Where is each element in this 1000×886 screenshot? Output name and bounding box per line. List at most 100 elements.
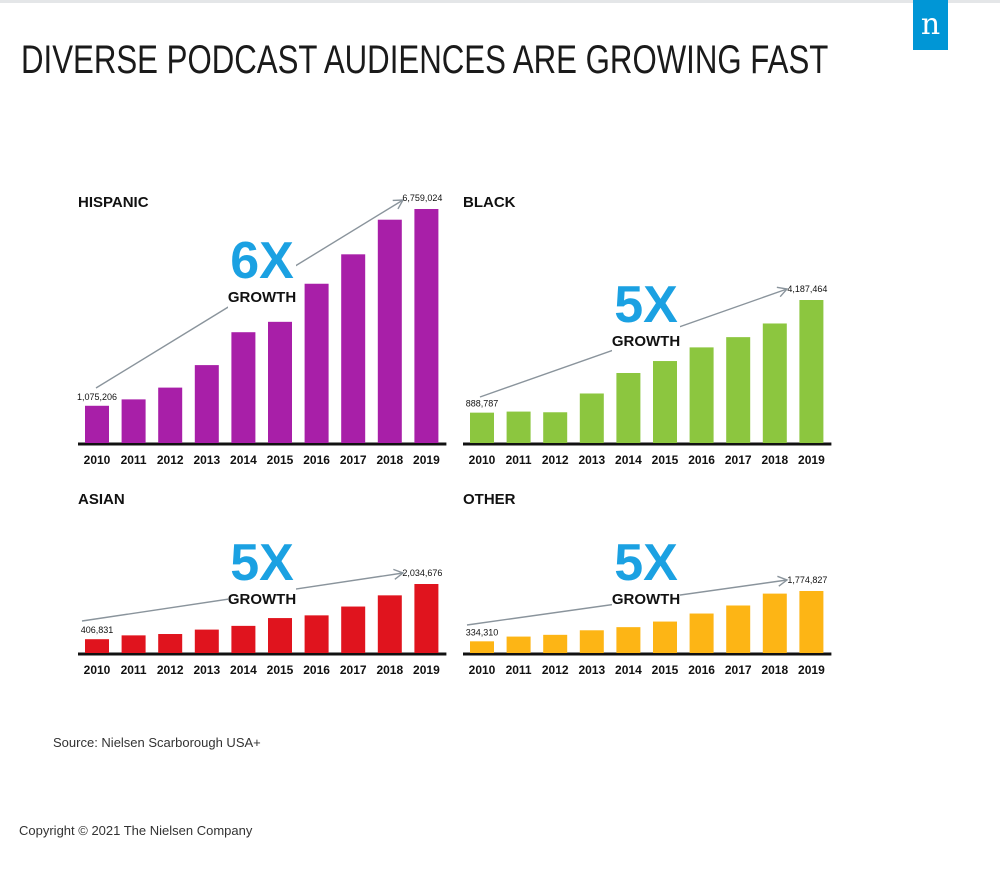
year-label-other-2013: 2013 <box>578 663 605 677</box>
year-label-asian-2017: 2017 <box>340 663 367 677</box>
bar-black-2015 <box>653 361 677 443</box>
year-label-other-2014: 2014 <box>615 663 642 677</box>
year-label-black-2014: 2014 <box>615 453 642 467</box>
year-label-black-2018: 2018 <box>761 453 788 467</box>
year-label-black-2010: 2010 <box>469 453 496 467</box>
top-divider <box>0 0 1000 3</box>
year-label-black-2017: 2017 <box>725 453 752 467</box>
bar-hispanic-2014 <box>231 332 256 443</box>
bar-black-2017 <box>726 337 751 443</box>
bar-other-2012 <box>543 634 568 653</box>
growth-label-black: GROWTH <box>612 333 680 350</box>
bar-asian-2014 <box>231 625 256 653</box>
label-backdrop-other <box>612 536 680 612</box>
bar-black-2010 <box>470 412 494 443</box>
year-label-hispanic-2012: 2012 <box>157 453 184 467</box>
bar-other-2011 <box>506 636 531 653</box>
bar-asian-2016 <box>304 615 329 653</box>
chart-title-other: OTHER <box>463 491 516 508</box>
chart-title-hispanic: HISPANIC <box>78 194 149 211</box>
bar-black-2014 <box>616 372 641 443</box>
year-label-other-2012: 2012 <box>542 663 569 677</box>
growth-label-asian: GROWTH <box>228 591 296 608</box>
year-label-black-2015: 2015 <box>652 453 679 467</box>
data-label-last-hispanic: 6,759,024 <box>402 193 442 203</box>
year-label-hispanic-2015: 2015 <box>267 453 294 467</box>
bar-hispanic-2012 <box>158 387 183 443</box>
data-label-last-asian: 2,034,676 <box>402 568 442 578</box>
chart-title-asian: ASIAN <box>78 491 125 508</box>
year-label-asian-2013: 2013 <box>193 663 220 677</box>
year-label-other-2018: 2018 <box>761 663 788 677</box>
data-label-first-hispanic: 1,075,206 <box>77 392 117 402</box>
year-label-asian-2011: 2011 <box>121 663 147 677</box>
year-label-hispanic-2013: 2013 <box>193 453 220 467</box>
year-label-black-2016: 2016 <box>688 453 715 467</box>
year-label-asian-2010: 2010 <box>84 663 111 677</box>
bar-hispanic-2015 <box>268 321 292 443</box>
bar-asian-2010 <box>85 639 109 653</box>
chart-title-black: BLACK <box>463 194 516 211</box>
bar-other-2019 <box>799 591 824 653</box>
year-label-asian-2015: 2015 <box>267 663 294 677</box>
chart-asian: ASIAN 2010 2011 2012 2013 2014 2015 2016 2017 201… <box>78 491 447 677</box>
copyright-note: Copyright © 2021 The Nielsen Company <box>19 823 253 838</box>
bar-hispanic-2011 <box>121 399 146 443</box>
bar-other-2016 <box>689 613 714 653</box>
label-backdrop-black <box>612 278 680 354</box>
year-label-black-2011: 2011 <box>506 453 532 467</box>
label-backdrop-hispanic <box>228 234 296 310</box>
bar-black-2018 <box>762 323 787 443</box>
multiplier-other: 5X <box>614 534 678 592</box>
bar-other-2010 <box>470 641 494 653</box>
page-title: DIVERSE PODCAST AUDIENCES ARE GROWING FA… <box>21 38 829 82</box>
year-label-other-2016: 2016 <box>688 663 715 677</box>
bar-asian-2018 <box>377 595 402 653</box>
year-label-other-2015: 2015 <box>652 663 679 677</box>
year-label-black-2012: 2012 <box>542 453 569 467</box>
bar-other-2017 <box>726 605 751 653</box>
bar-hispanic-2016 <box>304 283 329 443</box>
year-label-asian-2019: 2019 <box>413 663 440 677</box>
bar-black-2011 <box>506 411 531 443</box>
year-label-black-2019: 2019 <box>798 453 825 467</box>
year-label-hispanic-2018: 2018 <box>376 453 403 467</box>
year-label-hispanic-2014: 2014 <box>230 453 257 467</box>
year-label-other-2011: 2011 <box>506 663 532 677</box>
year-label-hispanic-2010: 2010 <box>84 453 111 467</box>
growth-label-hispanic: GROWTH <box>228 289 296 306</box>
bar-asian-2015 <box>268 618 292 653</box>
multiplier-asian: 5X <box>230 534 294 592</box>
data-label-first-asian: 406,831 <box>81 625 114 635</box>
year-label-hispanic-2019: 2019 <box>413 453 440 467</box>
year-label-asian-2012: 2012 <box>157 663 184 677</box>
bar-hispanic-2017 <box>341 254 366 443</box>
nielsen-logo: n <box>913 0 948 50</box>
year-label-hispanic-2016: 2016 <box>303 453 330 467</box>
year-label-hispanic-2017: 2017 <box>340 453 367 467</box>
bar-asian-2012 <box>158 634 183 653</box>
label-backdrop-asian <box>228 536 296 612</box>
bar-other-2014 <box>616 627 641 653</box>
data-label-first-other: 334,310 <box>466 627 499 637</box>
year-label-other-2010: 2010 <box>469 663 496 677</box>
year-label-black-2013: 2013 <box>578 453 605 467</box>
chart-black: BLACK 2010 2011 2012 2013 2014 2015 2016 2017 201… <box>463 194 832 467</box>
bar-hispanic-2019 <box>414 209 439 443</box>
data-label-last-other: 1,774,827 <box>787 575 827 585</box>
bar-black-2019 <box>799 300 824 443</box>
bar-black-2012 <box>543 412 568 443</box>
data-label-last-black: 4,187,464 <box>787 284 827 294</box>
year-label-other-2019: 2019 <box>798 663 825 677</box>
bar-asian-2019 <box>414 584 439 653</box>
bar-asian-2013 <box>194 629 219 653</box>
bar-hispanic-2010 <box>85 405 109 443</box>
source-note: Source: Nielsen Scarborough USA+ <box>53 735 261 750</box>
year-label-asian-2014: 2014 <box>230 663 257 677</box>
year-label-asian-2016: 2016 <box>303 663 330 677</box>
year-label-hispanic-2011: 2011 <box>121 453 147 467</box>
chart-other: OTHER 2010 2011 2012 2013 2014 2015 2016 2017 201… <box>463 491 832 677</box>
bar-other-2018 <box>762 593 787 653</box>
year-label-other-2017: 2017 <box>725 663 752 677</box>
